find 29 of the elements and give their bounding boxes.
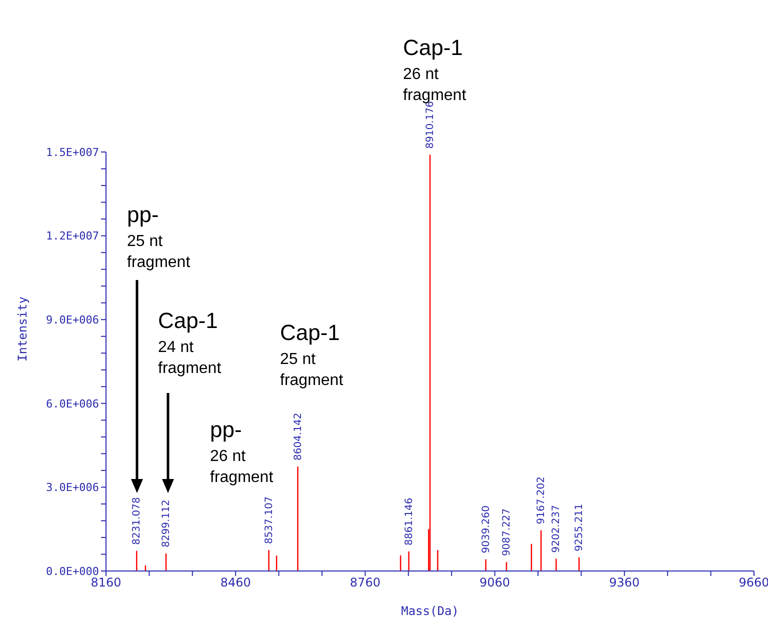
annotation: Cap-1 25 nt fragment	[280, 320, 344, 389]
y-tick-label: 1.5E+007	[46, 146, 99, 159]
x-tick-label: 8760	[350, 576, 380, 590]
x-tick-label: 9060	[480, 576, 510, 590]
annotation: 8861.146	[404, 498, 415, 546]
y-tick-label: 1.2E+007	[46, 230, 99, 243]
annotation: Cap-1 24 nt fragment	[158, 308, 222, 377]
annotation: 8231.078	[132, 497, 143, 545]
annotation: pp- 25 nt fragment	[127, 202, 191, 271]
annotation: pp- 26 nt fragment	[210, 417, 274, 486]
y-tick-label: 6.0E+006	[46, 397, 99, 410]
x-tick-label: 8160	[90, 576, 122, 590]
y-axis-title: Intensity	[15, 296, 30, 362]
y-tick-label: 3.0E+006	[46, 481, 99, 494]
x-tick-label: 8460	[220, 576, 251, 590]
annotation: 9167.202	[536, 476, 548, 524]
annotation: 9255.211	[574, 504, 586, 552]
x-axis-title: Mass(Da)	[401, 604, 459, 617]
y-tick-label: 9.0E+006	[46, 314, 99, 327]
text: Cap-1 26 nt fragment	[403, 35, 467, 104]
annotation: 8299.112	[161, 500, 172, 548]
annotation: 8910.176	[425, 101, 436, 149]
annotation: 9039.260	[480, 506, 492, 554]
annotation: 9087.227	[502, 508, 513, 556]
annotation: 8604.142	[292, 412, 304, 461]
x-tick-label: 9360	[609, 576, 640, 590]
annotation: 8537.107	[264, 496, 275, 544]
y-tick-label: 0.0E+000	[46, 564, 99, 578]
annotation: 9202.237	[551, 504, 562, 553]
